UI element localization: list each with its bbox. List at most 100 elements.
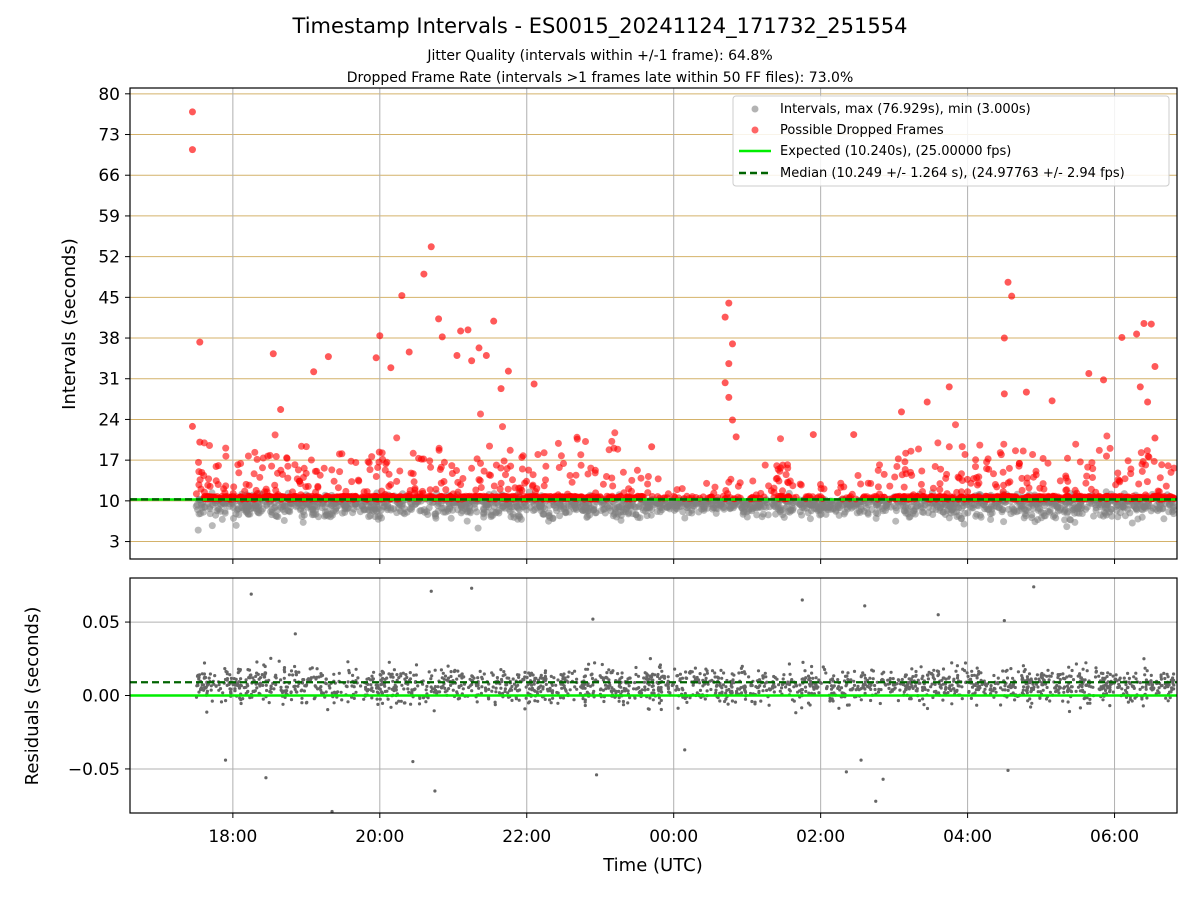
dropped-frame-point <box>411 486 419 494</box>
residual-point <box>922 703 926 707</box>
residual-point <box>200 683 204 687</box>
dropped-frame-point <box>1000 481 1008 489</box>
residual-point <box>1006 688 1010 693</box>
residual-point <box>359 684 363 688</box>
interval-point <box>945 514 953 522</box>
interval-point <box>972 512 980 520</box>
dropped-frame-point <box>310 368 318 376</box>
residual-point <box>966 674 970 679</box>
residual-point <box>229 687 233 691</box>
residual-point <box>941 667 946 671</box>
dropped-frame-point <box>1118 333 1126 341</box>
residual-point <box>982 690 986 694</box>
residual-point <box>1094 666 1098 670</box>
residual-point <box>1111 674 1115 678</box>
residual-point <box>765 680 769 684</box>
residual-point <box>650 684 654 689</box>
dropped-frame-point <box>387 481 395 489</box>
interval-point <box>968 504 976 512</box>
residual-point <box>771 684 775 688</box>
residual-point <box>324 677 328 681</box>
residual-point <box>550 683 555 688</box>
residual-point <box>1126 671 1130 676</box>
residual-point <box>523 707 527 711</box>
residual-point <box>925 706 930 711</box>
residual-point <box>844 684 848 688</box>
interval-point <box>372 507 380 515</box>
dropped-frame-point <box>1143 478 1151 486</box>
interval-point <box>584 507 592 515</box>
residual-point <box>730 699 735 703</box>
dropped-frame-point <box>929 484 937 492</box>
dropped-frame-point <box>974 481 981 489</box>
dropped-frame-point <box>1085 370 1093 378</box>
residual-point <box>544 682 548 687</box>
residual-point <box>1061 672 1065 676</box>
residual-point <box>604 687 608 691</box>
residual-point <box>722 671 726 675</box>
dropped-frame-point <box>360 488 368 496</box>
top-y-tick-label: 59 <box>98 207 120 227</box>
dropped-frame-point <box>468 357 476 365</box>
residual-point <box>511 677 515 681</box>
residual-point <box>676 706 680 710</box>
dropped-frame-point <box>381 491 389 498</box>
interval-point <box>541 505 549 513</box>
dropped-frame-point <box>457 481 465 489</box>
residual-point <box>1001 669 1005 673</box>
interval-point <box>727 504 735 511</box>
interval-point <box>480 509 488 516</box>
top-y-tick-label: 17 <box>98 451 120 471</box>
interval-point <box>683 501 691 509</box>
dropped-frame-point <box>338 450 346 458</box>
residual-point <box>896 699 901 703</box>
residual-point <box>339 690 343 694</box>
residual-point <box>543 671 547 675</box>
residual-point <box>724 685 728 689</box>
residual-point <box>292 685 296 689</box>
residual-point <box>869 698 873 703</box>
residual-point <box>650 678 654 682</box>
dropped-frame-point <box>1023 474 1031 482</box>
residual-point <box>499 677 504 682</box>
dropped-frame-point <box>961 451 969 458</box>
interval-point <box>1061 516 1069 524</box>
residual-point <box>225 678 229 682</box>
dropped-frame-point <box>620 489 628 497</box>
residual-point <box>221 691 225 695</box>
residual-point <box>1166 685 1170 689</box>
residual-point <box>232 677 236 681</box>
residual-point <box>1117 678 1121 682</box>
dropped-frame-point <box>900 483 908 491</box>
residual-point <box>408 671 412 675</box>
residual-point <box>1011 676 1015 680</box>
interval-point <box>230 514 237 522</box>
dropped-frame-point <box>405 348 413 356</box>
interval-point <box>244 510 252 518</box>
interval-point <box>781 504 789 512</box>
residual-point <box>402 687 406 691</box>
residual-point <box>777 683 781 687</box>
residual-point <box>852 683 857 688</box>
dropped-frame-point <box>915 445 922 453</box>
dropped-frame-point <box>487 471 494 479</box>
residual-point <box>406 687 410 691</box>
interval-point <box>462 500 470 508</box>
dropped-frame-point <box>328 466 336 474</box>
interval-point <box>1025 503 1033 511</box>
residual-point <box>970 669 974 673</box>
interval-point <box>553 507 561 515</box>
residual-point <box>1145 696 1149 700</box>
residual-point <box>233 687 237 691</box>
dropped-frame-point <box>195 458 202 466</box>
residual-point <box>678 672 683 676</box>
residual-point <box>389 705 393 709</box>
residual-point <box>484 688 488 692</box>
interval-point <box>806 515 814 523</box>
residual-point <box>684 670 688 674</box>
interval-point <box>780 513 788 521</box>
residual-point <box>680 686 684 690</box>
dropped-frame-point <box>584 470 592 478</box>
residual-point <box>1062 690 1066 694</box>
top-y-tick-label: 3 <box>109 533 120 553</box>
